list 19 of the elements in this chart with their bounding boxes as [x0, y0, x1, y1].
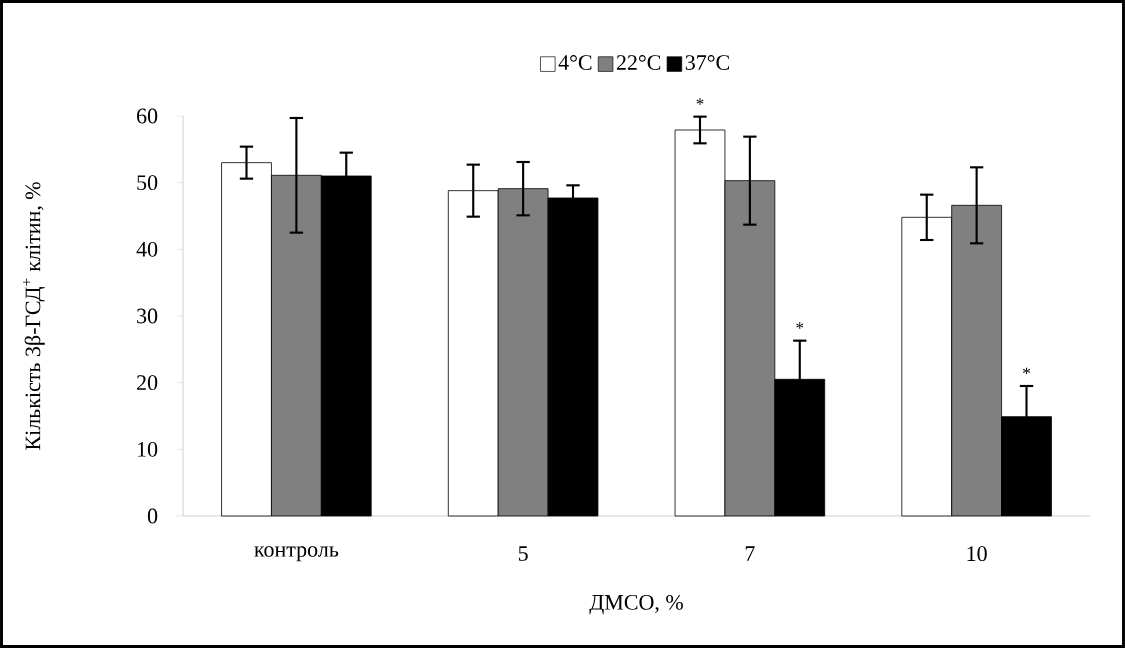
y-tick-label: 50 — [137, 175, 158, 191]
y-tick-label: 20 — [137, 375, 158, 391]
data-label: * — [1023, 367, 1031, 375]
legend-label: 22°C — [616, 55, 661, 70]
x-axis-title: ДМСО, % — [589, 594, 683, 615]
x-tick-label: 10 — [967, 546, 987, 562]
y-axis-title: Кількість 3β-ГСД$^{+}$ клітин, % — [23, 182, 45, 450]
legend-label: 4°C — [558, 55, 592, 70]
legend-label: 37°C — [685, 55, 729, 70]
y-tick-label: 30 — [137, 308, 158, 324]
x-tick-label: контроль — [254, 546, 339, 562]
x-tick-label: 7 — [745, 546, 755, 561]
y-tick-label: 0 — [147, 508, 158, 524]
y-tick-label: 10 — [138, 441, 158, 457]
y-tick-label: 60 — [137, 108, 158, 124]
y-tick-label: 40 — [136, 241, 158, 257]
x-tick-label: 5 — [518, 546, 528, 561]
data-label: * — [696, 98, 704, 105]
data-label: * — [796, 322, 804, 329]
